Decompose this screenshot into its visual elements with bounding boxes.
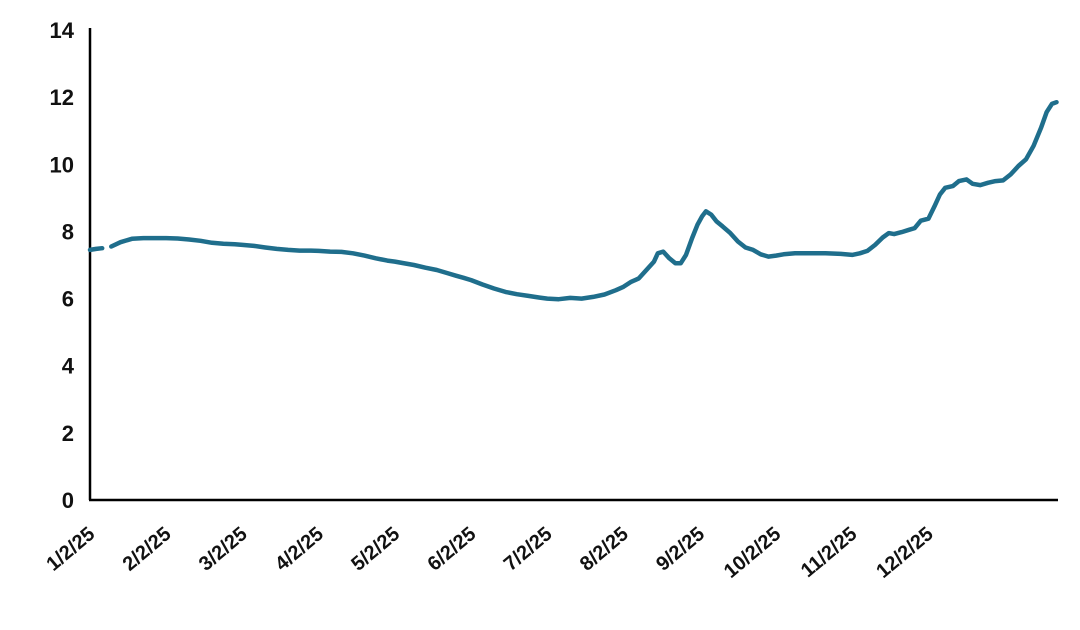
x-tick-label: 8/2/25 <box>576 523 633 576</box>
x-tick-label: 10/2/25 <box>720 523 785 583</box>
y-tick-label: 12 <box>50 85 74 110</box>
y-tick-label: 14 <box>50 18 75 43</box>
y-tick-label: 10 <box>50 152 74 177</box>
x-tick-label: 2/2/25 <box>119 523 176 576</box>
x-tick-label: 11/2/25 <box>797 523 861 582</box>
x-tick-label: 4/2/25 <box>271 523 328 576</box>
y-tick-label: 4 <box>62 354 75 379</box>
data-series-line <box>109 99 1059 302</box>
y-tick-label: 6 <box>62 287 74 312</box>
x-tick-label: 3/2/25 <box>195 523 252 576</box>
x-tick-label: 7/2/25 <box>500 523 557 576</box>
data-series-line <box>87 245 105 253</box>
x-tick-label: 6/2/25 <box>424 523 481 576</box>
x-tick-label: 12/2/25 <box>872 523 937 583</box>
y-tick-label: 8 <box>62 219 74 244</box>
x-tick-label: 5/2/25 <box>347 523 404 576</box>
y-tick-label: 2 <box>62 421 74 446</box>
x-tick-label: 9/2/25 <box>652 523 709 576</box>
x-tick-label: 1/2/25 <box>42 523 99 576</box>
y-tick-label: 0 <box>62 488 74 513</box>
